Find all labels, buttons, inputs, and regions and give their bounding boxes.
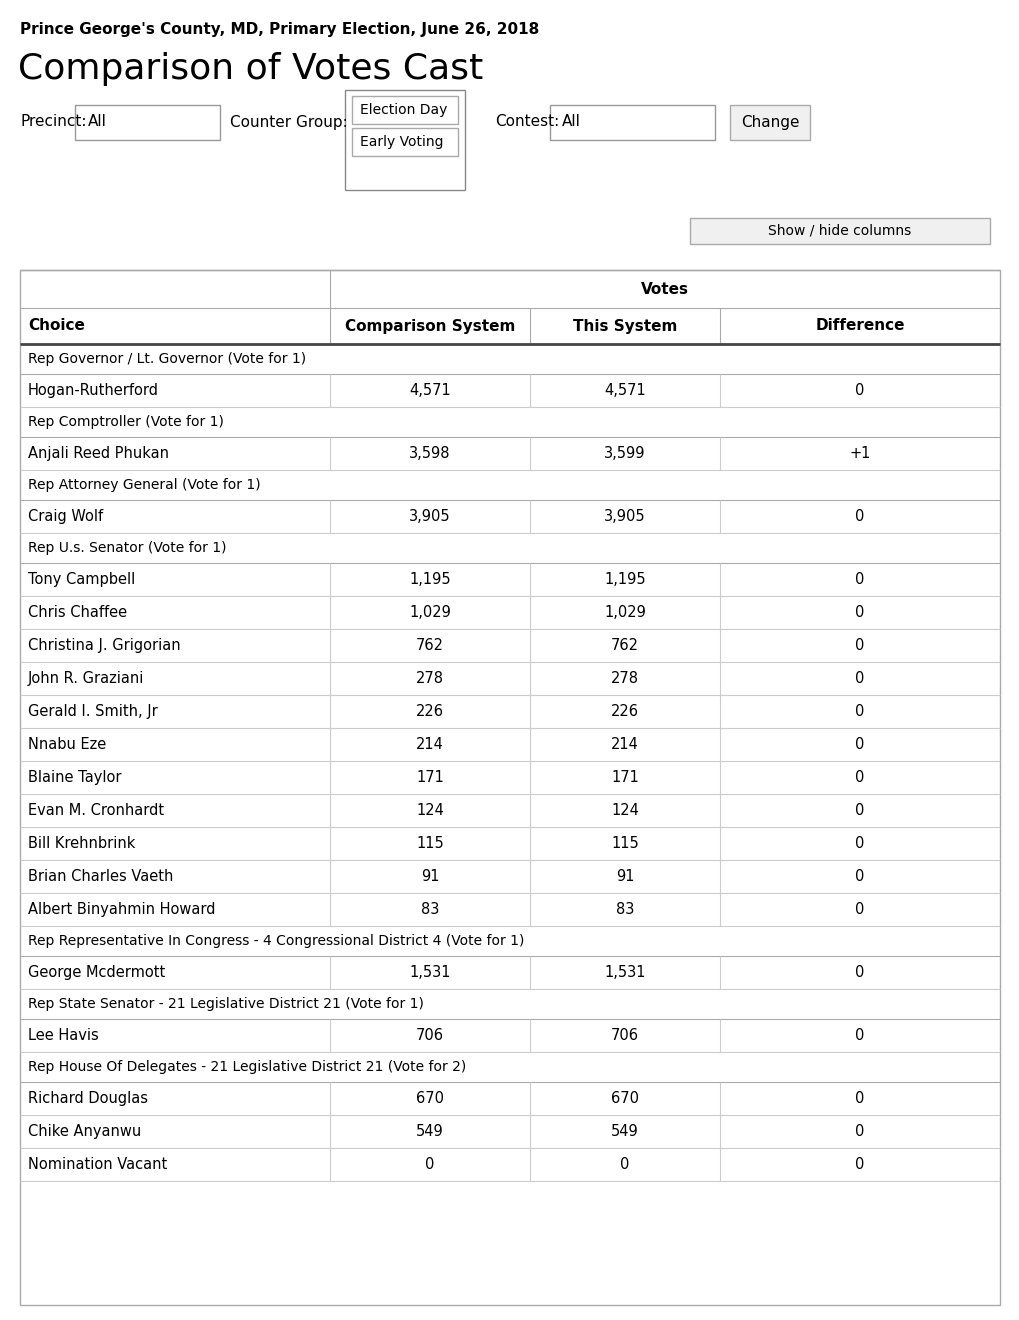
Text: Nomination Vacant: Nomination Vacant (28, 1158, 167, 1172)
Text: Rep Governor / Lt. Governor (Vote for 1): Rep Governor / Lt. Governor (Vote for 1) (28, 352, 306, 366)
Text: 4,571: 4,571 (603, 383, 645, 399)
Text: Rep House Of Delegates - 21 Legislative District 21 (Vote for 2): Rep House Of Delegates - 21 Legislative … (28, 1060, 466, 1074)
Text: 3,905: 3,905 (603, 510, 645, 524)
Text: Nnabu Eze: Nnabu Eze (28, 737, 106, 752)
Text: All: All (88, 115, 107, 129)
Text: Rep Attorney General (Vote for 1): Rep Attorney General (Vote for 1) (28, 478, 261, 492)
Text: Chris Chaffee: Chris Chaffee (28, 605, 127, 620)
Text: 1,531: 1,531 (409, 965, 450, 979)
Text: 3,598: 3,598 (409, 446, 450, 461)
Text: 0: 0 (855, 836, 864, 851)
Text: Albert Binyahmin Howard: Albert Binyahmin Howard (28, 902, 215, 917)
Text: 0: 0 (855, 572, 864, 587)
Text: 171: 171 (610, 770, 638, 785)
Text: 0: 0 (855, 1158, 864, 1172)
Text: Choice: Choice (28, 318, 85, 334)
Text: 115: 115 (610, 836, 638, 851)
Text: 0: 0 (855, 704, 864, 719)
Text: Evan M. Cronhardt: Evan M. Cronhardt (28, 803, 164, 818)
Text: 226: 226 (416, 704, 443, 719)
Text: This System: This System (573, 318, 677, 334)
Text: Rep Representative In Congress - 4 Congressional District 4 (Vote for 1): Rep Representative In Congress - 4 Congr… (28, 935, 524, 948)
Text: 0: 0 (855, 1028, 864, 1043)
Text: Lee Havis: Lee Havis (28, 1028, 99, 1043)
Text: 0: 0 (620, 1158, 629, 1172)
Text: 214: 214 (416, 737, 443, 752)
Text: Anjali Reed Phukan: Anjali Reed Phukan (28, 446, 169, 461)
Text: 762: 762 (610, 638, 638, 653)
Text: 171: 171 (416, 770, 443, 785)
Text: 0: 0 (855, 510, 864, 524)
Text: Difference: Difference (814, 318, 904, 334)
Text: 670: 670 (610, 1092, 638, 1106)
Text: 0: 0 (855, 803, 864, 818)
Text: +1: +1 (849, 446, 870, 461)
Text: 0: 0 (855, 1092, 864, 1106)
Text: 0: 0 (855, 737, 864, 752)
Text: John R. Graziani: John R. Graziani (28, 671, 145, 686)
Text: 0: 0 (855, 902, 864, 917)
Text: 3,599: 3,599 (603, 446, 645, 461)
Text: 0: 0 (855, 671, 864, 686)
Text: 1,531: 1,531 (603, 965, 645, 979)
Text: 91: 91 (421, 869, 439, 884)
Text: Brian Charles Vaeth: Brian Charles Vaeth (28, 869, 173, 884)
Text: 115: 115 (416, 836, 443, 851)
Text: 0: 0 (855, 965, 864, 979)
Text: Gerald I. Smith, Jr: Gerald I. Smith, Jr (28, 704, 158, 719)
Text: 549: 549 (416, 1125, 443, 1139)
Text: 226: 226 (610, 704, 638, 719)
Text: 706: 706 (610, 1028, 638, 1043)
Text: 1,029: 1,029 (603, 605, 645, 620)
Text: 0: 0 (855, 869, 864, 884)
Text: 124: 124 (416, 803, 443, 818)
Text: 706: 706 (416, 1028, 443, 1043)
Text: 0: 0 (855, 1125, 864, 1139)
Text: Comparison of Votes Cast: Comparison of Votes Cast (18, 51, 483, 86)
Text: 4,571: 4,571 (409, 383, 450, 399)
Text: Tony Campbell: Tony Campbell (28, 572, 136, 587)
Text: Early Voting: Early Voting (360, 135, 443, 149)
Text: 278: 278 (610, 671, 638, 686)
Text: Election Day: Election Day (360, 103, 447, 117)
Text: Show / hide columns: Show / hide columns (767, 224, 911, 238)
Text: Blaine Taylor: Blaine Taylor (28, 770, 121, 785)
Text: 0: 0 (855, 770, 864, 785)
Text: Rep Comptroller (Vote for 1): Rep Comptroller (Vote for 1) (28, 414, 223, 429)
Text: 0: 0 (855, 605, 864, 620)
Text: 278: 278 (416, 671, 443, 686)
Text: Richard Douglas: Richard Douglas (28, 1092, 148, 1106)
Text: Chike Anyanwu: Chike Anyanwu (28, 1125, 141, 1139)
Text: Comparison System: Comparison System (344, 318, 515, 334)
Text: 670: 670 (416, 1092, 443, 1106)
Text: 214: 214 (610, 737, 638, 752)
Text: Bill Krehnbrink: Bill Krehnbrink (28, 836, 136, 851)
Text: All: All (561, 115, 580, 129)
Text: Craig Wolf: Craig Wolf (28, 510, 103, 524)
Text: Votes: Votes (640, 281, 688, 297)
Text: 83: 83 (615, 902, 634, 917)
Text: 1,195: 1,195 (409, 572, 450, 587)
Text: Prince George's County, MD, Primary Election, June 26, 2018: Prince George's County, MD, Primary Elec… (20, 22, 539, 37)
Text: 0: 0 (855, 383, 864, 399)
Text: 3,905: 3,905 (409, 510, 450, 524)
Text: Hogan-Rutherford: Hogan-Rutherford (28, 383, 159, 399)
Text: Contest:: Contest: (494, 115, 558, 129)
Text: 1,029: 1,029 (409, 605, 450, 620)
Text: Rep U.s. Senator (Vote for 1): Rep U.s. Senator (Vote for 1) (28, 541, 226, 554)
Text: 91: 91 (615, 869, 634, 884)
Text: 0: 0 (855, 638, 864, 653)
Text: Rep State Senator - 21 Legislative District 21 (Vote for 1): Rep State Senator - 21 Legislative Distr… (28, 997, 424, 1011)
Text: 83: 83 (421, 902, 439, 917)
Text: 549: 549 (610, 1125, 638, 1139)
Text: George Mcdermott: George Mcdermott (28, 965, 165, 979)
Text: Change: Change (740, 115, 799, 129)
Text: 1,195: 1,195 (603, 572, 645, 587)
Text: Counter Group:: Counter Group: (229, 115, 347, 129)
Text: Precinct:: Precinct: (20, 115, 87, 129)
Text: 124: 124 (610, 803, 638, 818)
Text: 0: 0 (425, 1158, 434, 1172)
Text: Christina J. Grigorian: Christina J. Grigorian (28, 638, 180, 653)
Text: 762: 762 (416, 638, 443, 653)
